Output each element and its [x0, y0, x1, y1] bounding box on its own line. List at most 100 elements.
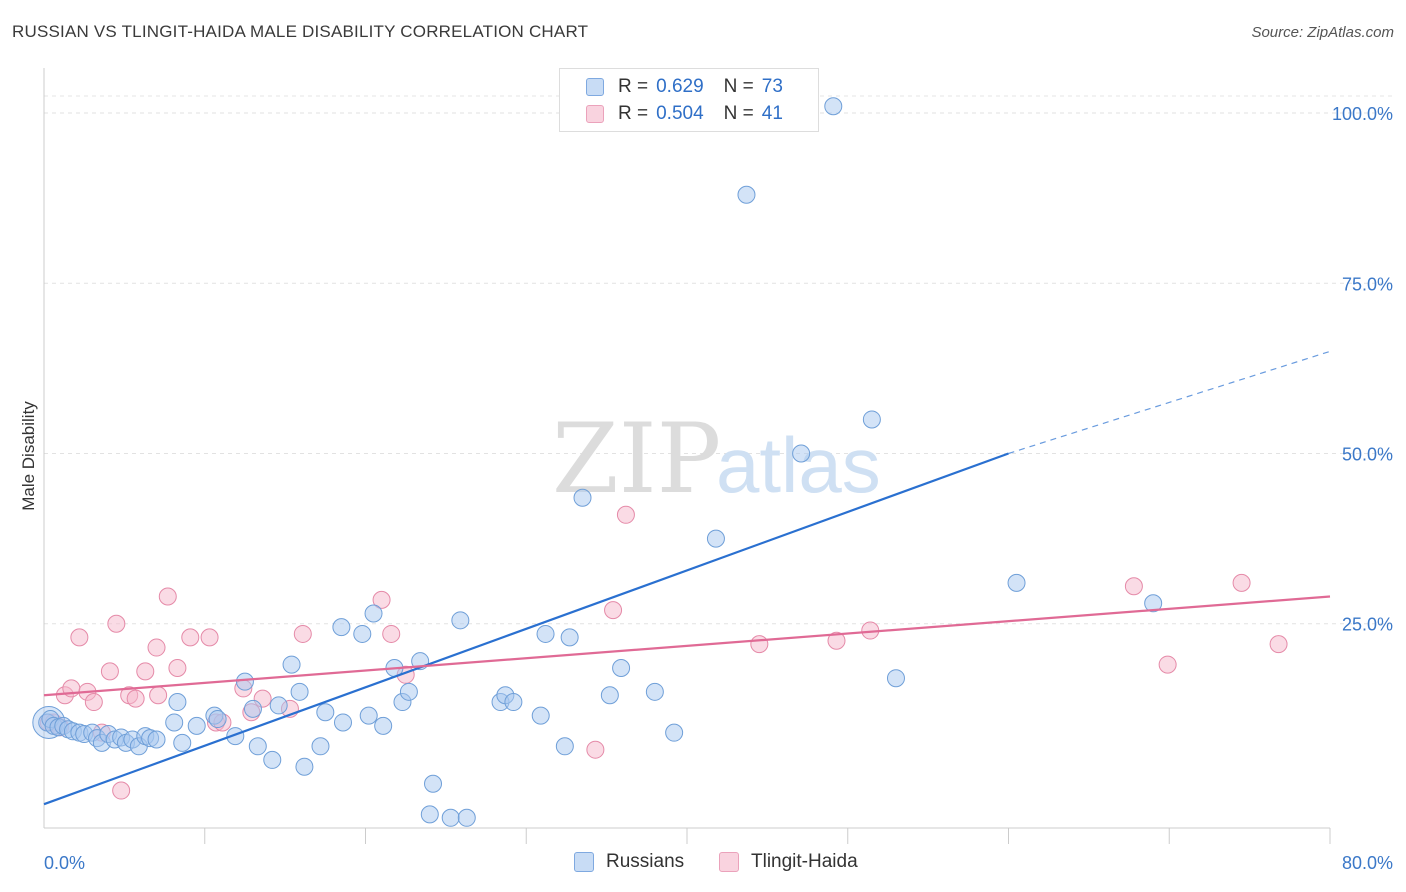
russians-point: [332, 618, 351, 637]
russians-point: [374, 716, 393, 735]
russians-point: [645, 682, 664, 701]
russians-point: [187, 716, 206, 735]
y-tick-label: 50.0%: [1342, 445, 1393, 465]
russians-point: [282, 655, 301, 674]
tlingit-haida-point: [112, 781, 131, 800]
russians-point: [316, 703, 335, 722]
legend-row-tlingit: R = 0.504 N = 41: [586, 102, 783, 126]
russians-point: [420, 805, 439, 824]
russians-point: [359, 706, 378, 725]
russians-point: [364, 604, 383, 623]
y-axis-label: Male Disability: [19, 401, 38, 511]
russians-point: [1144, 594, 1163, 613]
russians-point: [441, 808, 460, 827]
russians-point: [886, 669, 905, 688]
russians-point: [536, 624, 555, 643]
russians-point: [531, 706, 550, 725]
watermark: ZIP atlas: [552, 403, 881, 515]
tlingit-haida-point: [136, 662, 155, 681]
axes: [43, 68, 1331, 844]
tlingit-haida-point: [126, 689, 145, 708]
russians-point: [290, 682, 309, 701]
russians-point: [457, 808, 476, 827]
russians-point: [263, 750, 282, 769]
tlingit-haida-points: [39, 505, 1288, 800]
russians-points: [32, 97, 1163, 827]
russians-point: [792, 444, 811, 463]
legend-n-label: N =: [723, 76, 754, 97]
russians-point: [311, 737, 330, 756]
legend-label-russians: Russians: [606, 851, 685, 872]
russians-point: [353, 624, 372, 643]
russians-point: [168, 693, 187, 712]
russians-point: [424, 774, 443, 793]
watermark-atlas: atlas: [716, 421, 881, 509]
legend-swatch-tlingit: [719, 852, 739, 872]
tlingit-haida-point: [1124, 577, 1143, 596]
legend-swatch-tlingit: [586, 105, 604, 123]
russians-point: [862, 410, 881, 429]
legend-n-value: 73: [761, 76, 783, 97]
russians-point: [269, 696, 288, 715]
russians-point: [737, 185, 756, 204]
russians-point: [226, 727, 245, 746]
tlingit-haida-point: [1158, 655, 1177, 674]
russians-point: [399, 682, 418, 701]
tlingit-haida-point: [168, 658, 187, 677]
russians-point: [665, 723, 684, 742]
tlingit-haida-point: [70, 628, 89, 647]
tlingit-haida-point: [149, 686, 168, 705]
tlingit-haida-point: [586, 740, 605, 759]
legend-swatch-russians: [574, 852, 594, 872]
russians-point: [333, 713, 352, 732]
russians-point: [451, 611, 470, 630]
russians-point: [295, 757, 314, 776]
legend-r-label: R =: [618, 76, 649, 97]
tlingit-haida-point: [616, 505, 635, 524]
tlingit-haida-trend-line: [43, 595, 1331, 697]
russians-point: [560, 628, 579, 647]
tlingit-haida-point: [107, 614, 126, 633]
tlingit-haida-point: [1232, 573, 1251, 592]
stats-legend: R = 0.629 N = 73 R = 0.504 N = 41: [559, 68, 819, 132]
tlingit-haida-point: [604, 601, 623, 620]
tlingit-haida-point: [372, 590, 391, 609]
y-tick-label: 100.0%: [1332, 104, 1393, 124]
x-tick-label-max: 80.0%: [1342, 853, 1393, 873]
legend-swatch-russians: [586, 78, 604, 96]
legend-r-value: 0.629: [656, 76, 704, 97]
tlingit-haida-point: [147, 638, 166, 657]
y-tick-label: 75.0%: [1342, 274, 1393, 294]
russians-point: [208, 710, 227, 729]
tlingit-haida-point: [382, 624, 401, 643]
russians-point: [235, 672, 254, 691]
russians-point: [504, 693, 523, 712]
chart-title: RUSSIAN VS TLINGIT-HAIDA MALE DISABILITY…: [12, 22, 589, 41]
legend-item-russians[interactable]: Russians: [574, 851, 684, 873]
russians-point: [555, 737, 574, 756]
legend-r-value: 0.504: [656, 103, 704, 124]
russians-point: [243, 699, 262, 718]
tlingit-haida-point: [181, 628, 200, 647]
russians-point: [165, 713, 184, 732]
tlingit-haida-point: [293, 624, 312, 643]
tlingit-haida-point: [1269, 635, 1288, 654]
tlingit-haida-point: [84, 693, 103, 712]
x-tick-label-min: 0.0%: [44, 853, 85, 873]
tlingit-haida-point: [158, 587, 177, 606]
legend-item-tlingit[interactable]: Tlingit-Haida: [719, 851, 858, 873]
russians-point: [600, 686, 619, 705]
russians-point: [612, 658, 631, 677]
russians-point: [706, 529, 725, 548]
tlingit-haida-point: [827, 631, 846, 650]
tlingit-haida-point: [100, 662, 119, 681]
russians-point: [147, 730, 166, 749]
legend-n-label: N =: [723, 103, 754, 124]
y-tick-label: 25.0%: [1342, 615, 1393, 635]
legend-n-value: 41: [761, 103, 783, 124]
source-credit: Source: ZipAtlas.com: [1251, 24, 1394, 41]
russians-point: [824, 97, 843, 116]
russians-point: [173, 733, 192, 752]
legend-row-russians: R = 0.629 N = 73: [586, 75, 783, 99]
